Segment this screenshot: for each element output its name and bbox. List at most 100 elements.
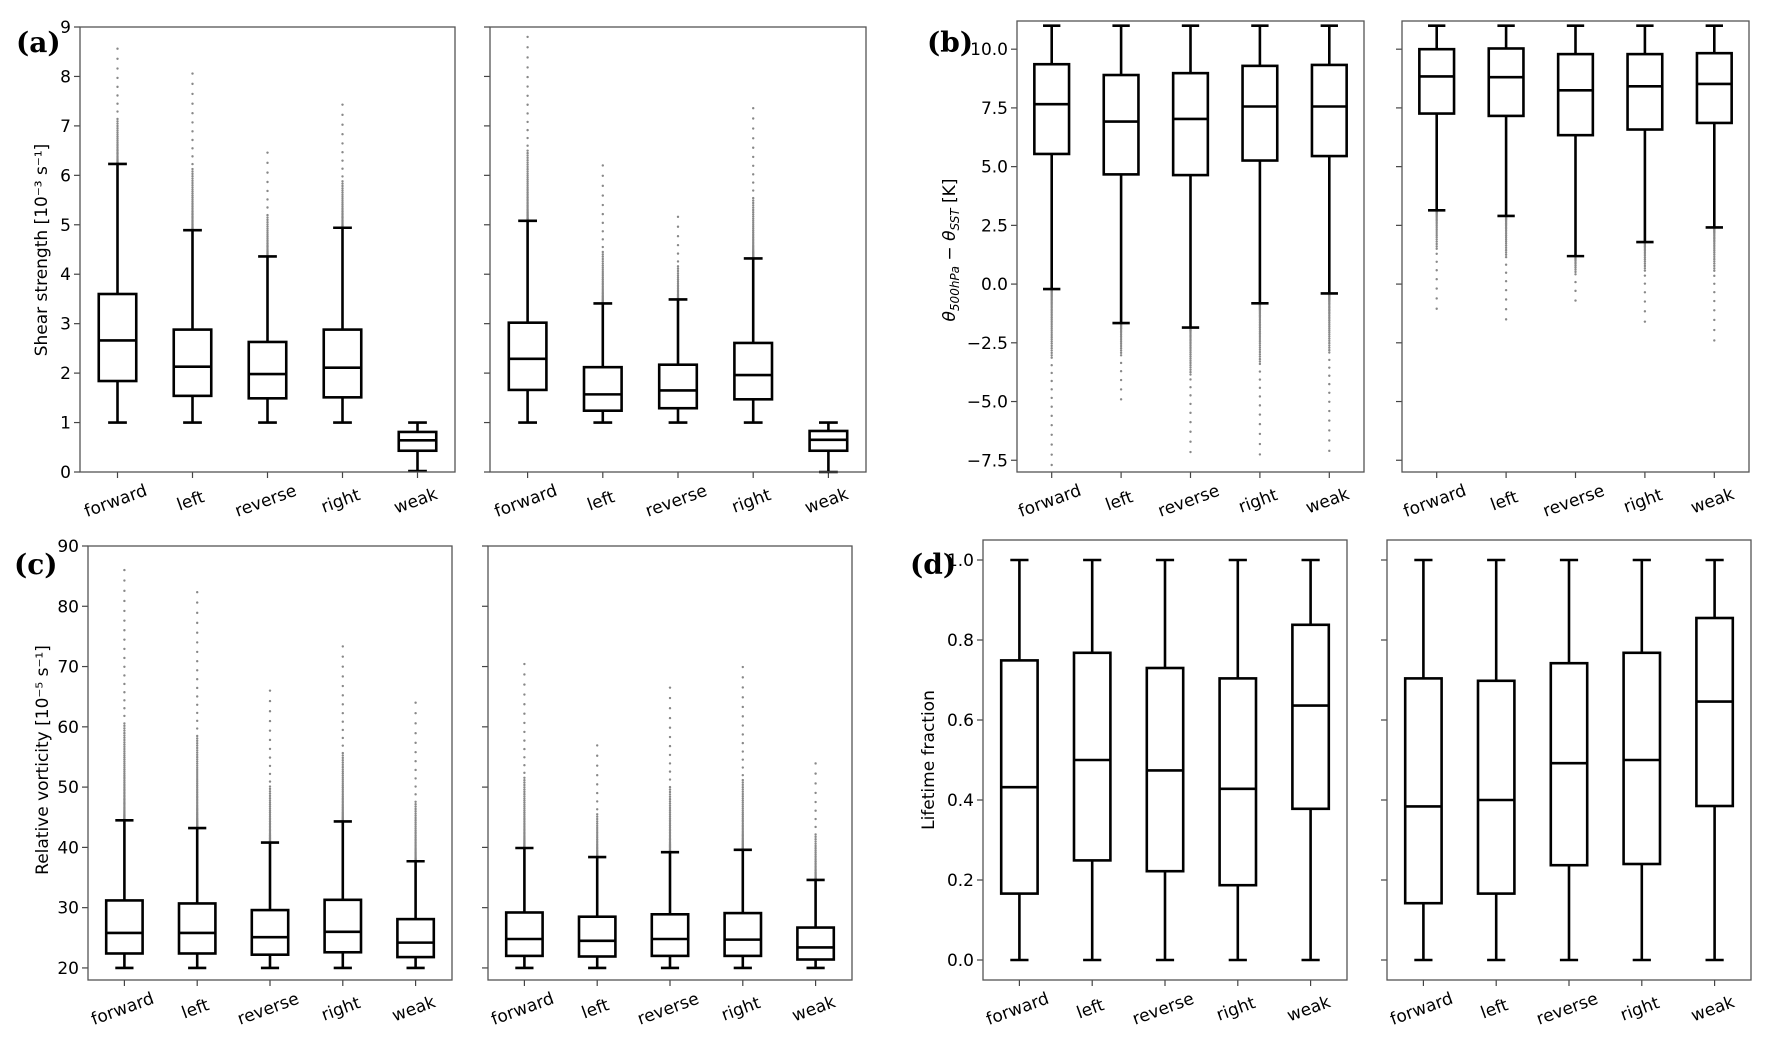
flier-point (1050, 323, 1053, 327)
flier-point (1328, 333, 1331, 336)
axes-frame (1386, 539, 1752, 981)
flier-point (1258, 404, 1262, 407)
flier-point (341, 191, 344, 194)
flier-point (1328, 323, 1331, 326)
flier-point (268, 796, 272, 800)
box-reverse (650, 686, 690, 970)
box-right (1218, 558, 1258, 962)
flier-point (1574, 262, 1577, 265)
flier-point (414, 818, 417, 822)
iqr-box (1102, 73, 1140, 176)
flier-point (741, 820, 744, 824)
flier-point (1258, 339, 1262, 343)
flier-point (1504, 240, 1508, 243)
flier-point (752, 206, 755, 209)
flier-point (1574, 260, 1577, 264)
flier-point (341, 123, 344, 126)
x-tick-label-weak: weak (390, 992, 439, 1026)
flier-point (341, 720, 344, 723)
flier-point (741, 815, 744, 818)
flier-point (196, 591, 199, 594)
flier-point (123, 760, 126, 763)
flier-point (196, 789, 199, 793)
flier-point (341, 645, 344, 648)
flier-point (266, 206, 269, 209)
flier-point (741, 823, 744, 827)
flier-point (266, 239, 269, 242)
flier-point (814, 860, 817, 863)
flier-point (741, 715, 744, 718)
flier-point (1435, 260, 1438, 263)
flier-point (1643, 291, 1647, 294)
flier-point (752, 221, 755, 225)
flier-point (1050, 329, 1053, 333)
x-tick-label-forward: forward (1016, 481, 1084, 522)
flier-point (414, 827, 417, 830)
flier-point (752, 164, 755, 167)
flier-point (1050, 331, 1053, 335)
flier-point (116, 120, 119, 123)
flier-point (1328, 344, 1331, 347)
y-tick-label: 5.0 (981, 158, 1008, 178)
flier-point (596, 822, 599, 825)
flier-point (741, 817, 744, 820)
box-left (172, 72, 213, 424)
flier-point (1258, 337, 1262, 341)
flier-point (741, 788, 744, 791)
flier-point (196, 788, 199, 791)
y-axis-label: Shear strength [10⁻³ s⁻¹] (32, 144, 52, 357)
flier-point (268, 790, 272, 793)
iqr-box (723, 911, 763, 958)
flier-point (191, 112, 194, 115)
flier-point (414, 830, 417, 834)
flier-point (596, 826, 599, 830)
flier-point (752, 199, 755, 202)
flier-point (191, 130, 194, 133)
flier-point (523, 803, 526, 806)
flier-point (741, 803, 744, 806)
flier-point (526, 193, 529, 196)
flier-point (526, 178, 529, 181)
flier-point (668, 824, 672, 827)
iqr-box (1403, 677, 1443, 905)
flier-point (1050, 463, 1053, 467)
flier-point (341, 151, 344, 154)
y-tick-label: 10.0 (970, 40, 1008, 60)
flier-point (1258, 422, 1262, 426)
flier-point (1258, 344, 1262, 347)
flier-point (741, 773, 744, 777)
y-tick-label: 40 (57, 838, 79, 858)
x-tick-label-left: left (1103, 487, 1136, 515)
flier-point (526, 46, 529, 49)
iqr-box (1487, 47, 1525, 118)
flier-point (266, 220, 269, 224)
flier-point (601, 266, 604, 270)
y-tick-label: 5 (60, 216, 71, 236)
flier-point (123, 766, 126, 769)
flier-point (596, 830, 599, 834)
flier-point (268, 801, 272, 804)
x-tick-label-forward: forward (489, 989, 557, 1030)
flier-point (268, 719, 272, 723)
flier-point (668, 726, 672, 729)
flier-point (814, 840, 817, 843)
flier-point (1050, 316, 1053, 319)
flier-point (123, 747, 126, 751)
flier-point (526, 182, 529, 185)
flier-point (814, 800, 817, 804)
flier-point (1189, 353, 1192, 356)
flier-point (676, 265, 680, 268)
flier-point (1574, 266, 1577, 269)
flier-point (741, 676, 744, 679)
flier-point (526, 154, 529, 157)
flier-point (1713, 247, 1716, 251)
flier-point (741, 811, 744, 814)
x-tick-label-left: left (179, 995, 212, 1023)
x-tick-label-weak: weak (1688, 484, 1737, 518)
flier-point (341, 665, 344, 668)
flier-point (523, 747, 526, 751)
flier-point (1258, 442, 1262, 446)
flier-point (123, 722, 126, 725)
y-tick-label: 4 (60, 265, 71, 285)
flier-point (523, 815, 526, 818)
